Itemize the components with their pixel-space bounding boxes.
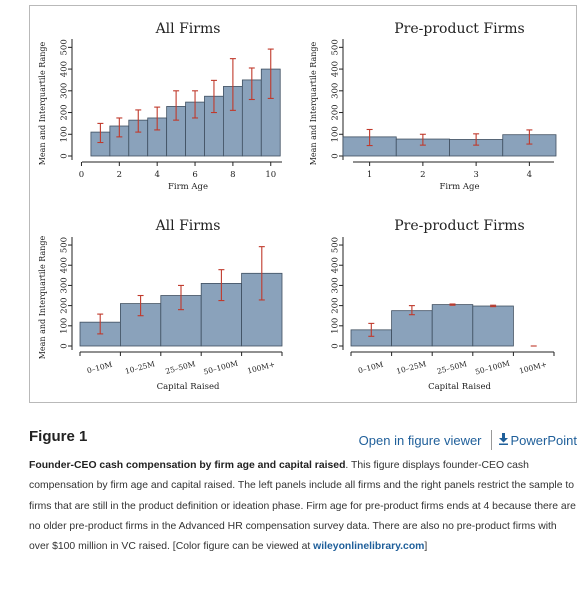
x-axis-label: Firm Age [439,182,479,192]
x-axis-label: Firm Age [168,182,208,192]
y-axis-label: Mean and Interquartile Range [38,41,47,165]
y-tick-label: 200 [331,297,341,313]
y-tick-label: 500 [331,237,341,253]
y-tick-label: 0 [331,153,341,158]
open-in-figure-viewer-link[interactable]: Open in figure viewer [358,432,482,448]
x-axis-label: Capital Raised [157,382,220,392]
x-tick-label: 10–25M [124,359,156,376]
x-tick-label: 4 [154,170,159,180]
figure-label: Figure 1 [29,428,88,445]
x-tick-label: 1 [367,170,372,180]
chart-title: All Firms [155,218,221,234]
y-tick-label: 100 [60,126,70,142]
x-tick-label: 8 [230,170,235,180]
y-tick-label: 0 [60,343,70,348]
y-axis-label: Mean and Interquartile Range [38,235,47,359]
x-tick-label: 25–50M [164,359,196,376]
figure-image: All Firms 0 100 200 300 400 500 Mean and Interq… [29,5,577,403]
y-tick-label: 400 [331,257,341,273]
bar [472,305,514,347]
y-tick-label: 200 [60,104,70,120]
chart-title: Pre-product Firms [394,218,524,234]
x-tick-label: 0 [79,170,84,180]
x-tick-label: 100M+ [246,360,276,376]
x-tick-label: 10 [265,170,276,180]
link-divider [490,430,492,450]
x-tick-label: 25–50M [436,359,468,376]
y-tick-label: 0 [331,343,341,348]
y-axis-label: Mean and Interquartile Range [309,41,318,165]
y-tick-label: 400 [60,257,70,273]
x-tick-label: 10–25M [395,359,427,376]
x-tick-label: 3 [473,170,478,180]
x-tick-label: 0–10M [86,360,114,375]
x-tick-label: 4 [527,170,532,180]
y-tick-label: 300 [331,277,341,293]
y-tick-label: 400 [60,61,70,77]
y-tick-label: 300 [331,83,341,99]
figure-caption-block: Figure 1 Open in figure viewer PowerPoin… [29,426,577,557]
wiley-link[interactable]: wileyonlinelibrary.com [313,541,425,553]
x-tick-label: 50–100M [474,359,511,377]
x-tick-label: 50–100M [203,359,240,377]
x-tick-label: 0–10M [357,360,385,375]
y-tick-label: 400 [331,61,341,77]
bar [391,310,433,347]
y-tick-label: 100 [331,126,341,142]
caption-body: . This figure displays founder-CEO cash … [29,460,576,553]
x-tick-label: 6 [192,170,197,180]
y-tick-label: 300 [60,277,70,293]
powerpoint-link[interactable]: PowerPoint [510,432,577,448]
y-tick-label: 0 [60,153,70,158]
figure-caption: Founder-CEO cash compensation by firm ag… [29,456,577,557]
chart-title: All Firms [155,21,221,37]
x-tick-label: 2 [420,170,425,180]
caption-title: Founder-CEO cash compensation by firm ag… [29,460,346,471]
y-tick-label: 200 [331,104,341,120]
y-tick-label: 300 [60,83,70,99]
x-tick-label: 2 [117,170,122,180]
y-tick-label: 500 [60,39,70,55]
download-arrow-icon[interactable] [498,432,509,448]
y-tick-label: 200 [60,297,70,313]
y-tick-label: 500 [331,39,341,55]
figure-links: Open in figure viewer PowerPoint [359,430,577,450]
y-tick-label: 500 [60,237,70,253]
chart-title: Pre-product Firms [394,21,524,37]
caption-end: ] [424,541,428,553]
bar [431,304,474,347]
x-tick-label: 100M+ [518,360,548,376]
x-axis-label: Capital Raised [428,382,491,392]
y-tick-label: 100 [331,318,341,334]
y-tick-label: 100 [60,318,70,334]
